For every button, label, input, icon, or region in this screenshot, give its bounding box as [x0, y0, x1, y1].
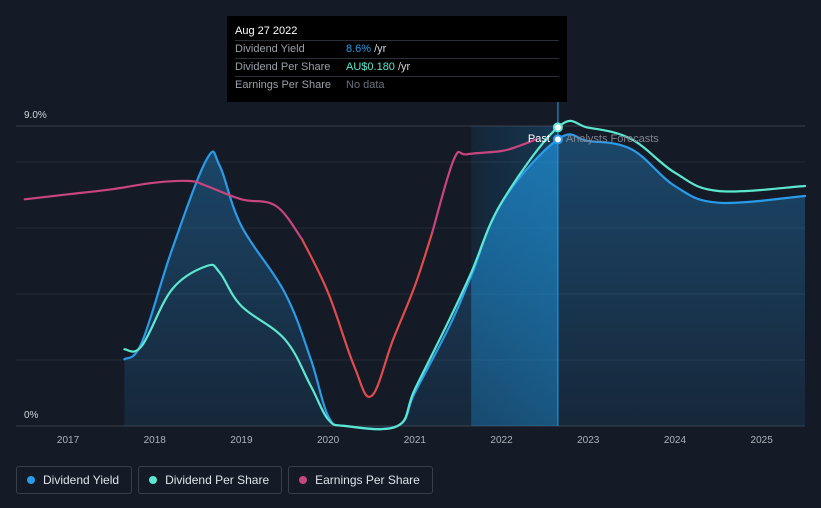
- dividend-yield-area-highlight: [471, 139, 558, 426]
- x-tick-label: 2020: [317, 435, 340, 446]
- legend-label: Dividend Per Share: [165, 473, 270, 487]
- x-tick-label: 2021: [404, 435, 427, 446]
- legend-dot-icon: [149, 476, 158, 484]
- legend-label: Earnings Per Share: [315, 473, 420, 487]
- axis-labels: 9.0% 0% 2017 2018 2019 2020 2021 2022 2023 2024 20…: [24, 110, 773, 446]
- legend-item-dividend-per-share[interactable]: Dividend Per Share: [138, 466, 283, 494]
- legend: Dividend Yield Dividend Per Share Earnin…: [16, 466, 433, 494]
- forecast-label: Analysts Forecasts: [566, 133, 659, 145]
- hover-marker-dividend-yield: [552, 134, 563, 145]
- tooltip-unit: /yr: [397, 61, 411, 73]
- y-tick-label: 0%: [24, 410, 39, 421]
- tooltip-label: Dividend Yield: [235, 43, 305, 55]
- legend-label: Dividend Yield: [43, 473, 120, 487]
- hover-tooltip: Aug 27 2022 Dividend Yield 8.6% /yr Divi…: [227, 16, 567, 102]
- legend-item-earnings-per-share[interactable]: Earnings Per Share: [288, 466, 433, 494]
- tooltip-row-earnings-per-share: Earnings Per Share No data: [235, 76, 559, 94]
- x-tick-label: 2018: [144, 435, 167, 446]
- tooltip-label: Dividend Per Share: [235, 61, 331, 73]
- series-lines: [23, 119, 807, 431]
- series-line-earnings-per-share: [23, 179, 304, 241]
- tooltip-row-dividend-yield: Dividend Yield 8.6% /yr: [235, 40, 559, 58]
- x-tick-label: 2019: [230, 435, 253, 446]
- tooltip-value: 8.6%: [346, 43, 372, 55]
- legend-dot-icon: [299, 476, 308, 484]
- tooltip-value: AU$0.180: [346, 61, 395, 73]
- hover-markers: [552, 122, 563, 145]
- x-tick-label: 2022: [490, 435, 513, 446]
- tooltip-unit: /yr: [374, 43, 387, 55]
- y-tick-label: 9.0%: [24, 110, 47, 121]
- tooltip-value: No data: [346, 79, 385, 91]
- series-line-dividend-per-share: [123, 119, 807, 431]
- x-tick-label: 2025: [751, 435, 774, 446]
- series-line-earnings-per-share: [431, 138, 538, 234]
- legend-item-dividend-yield[interactable]: Dividend Yield: [16, 466, 133, 494]
- tooltip-date: Aug 27 2022: [235, 25, 298, 37]
- hover-marker-dividend-per-share: [552, 122, 563, 133]
- legend-dot-icon: [27, 476, 35, 484]
- past-label: Past: [528, 133, 550, 145]
- x-tick-label: 2017: [57, 435, 80, 446]
- x-tick-label: 2023: [577, 435, 600, 446]
- tooltip-label: Earnings Per Share: [235, 79, 331, 91]
- series-line-earnings-per-share: [301, 231, 434, 398]
- x-tick-label: 2024: [664, 435, 687, 446]
- tooltip-row-dividend-per-share: Dividend Per Share AU$0.180 /yr: [235, 58, 559, 76]
